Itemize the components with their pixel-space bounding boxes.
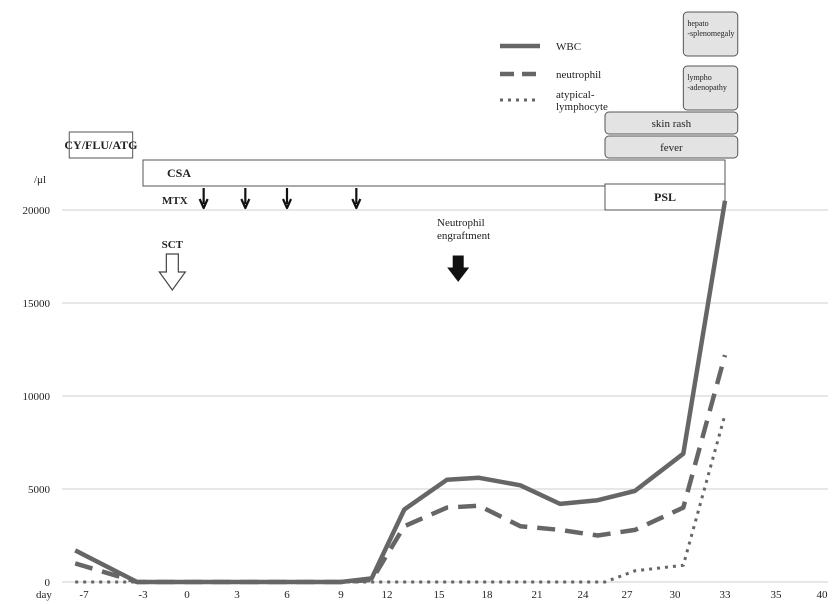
x-tick-label: 18 <box>482 589 494 601</box>
symptom-box <box>604 135 739 159</box>
x-tick-label: -7 <box>79 589 89 601</box>
x-tick-label: 15 <box>434 589 446 601</box>
x-tick-label: 0 <box>184 589 190 601</box>
engraftment-label: Neutrophil <box>437 217 485 229</box>
sct-arrow <box>158 253 187 292</box>
x-tick-label: 30 <box>670 589 682 601</box>
symptom-box <box>682 65 739 111</box>
y-tick-label: 20000 <box>23 205 51 217</box>
regimen-box <box>68 131 134 159</box>
legend: WBC neutrophil atypical-lymphocyte <box>500 41 608 113</box>
y-tick-label: 0 <box>45 577 51 589</box>
sct-label: SCT <box>162 239 184 251</box>
x-tick-label: 27 <box>622 589 634 601</box>
mtx-arrow <box>198 188 209 210</box>
symptom-label: fever <box>660 142 683 154</box>
symptom-label: lympho <box>687 73 711 82</box>
series-line-dotted <box>75 414 727 584</box>
x-tick-label: 35 <box>771 589 783 601</box>
symptom-label: -adenopathy <box>687 83 727 92</box>
x-tick-label: 6 <box>284 589 290 601</box>
y-axis-ticks: 0 5000 10000 15000 20000 <box>23 205 51 589</box>
legend-label: atypical- <box>556 89 595 101</box>
mtx-arrow <box>240 188 251 210</box>
legend-label: WBC <box>556 41 581 53</box>
x-tick-label: 9 <box>338 589 344 601</box>
regimen-label: CSA <box>167 166 191 180</box>
symptom-label: hepato <box>687 19 708 28</box>
x-tick-label: 12 <box>382 589 393 601</box>
y-tick-label: 5000 <box>28 484 51 496</box>
legend-label: neutrophil <box>556 69 601 81</box>
mtx-arrow <box>281 188 293 210</box>
series-lines <box>74 200 728 585</box>
x-tick-label: 24 <box>578 589 590 601</box>
regimen-label: PSL <box>654 190 676 204</box>
y-tick-label: 10000 <box>23 391 51 403</box>
symptom-box <box>682 11 739 57</box>
x-axis-ticks: -7 -3 0 3 6 9 12 15 18 21 24 27 30 33 35 40 <box>79 589 828 601</box>
engraftment-arrow <box>447 255 470 282</box>
x-tick-label: 3 <box>234 589 240 601</box>
mtx-label: MTX <box>162 195 188 207</box>
x-axis-label: day <box>36 589 52 601</box>
regimen-box <box>142 159 726 187</box>
regimen-box <box>604 183 726 211</box>
timeline-boxes: CY/FLU/ATG CSA PSL hepato-splenomegaly lymph… <box>64 11 739 211</box>
symptom-label: -splenomegaly <box>687 29 734 38</box>
series-line-dashed <box>74 354 728 585</box>
x-tick-label: 21 <box>532 589 543 601</box>
y-tick-label: 15000 <box>23 298 51 310</box>
regimen-label: CY/FLU/ATG <box>64 138 137 152</box>
x-tick-label: 40 <box>817 589 829 601</box>
y-axis-unit: /μl <box>34 174 46 186</box>
symptom-label: skin rash <box>652 118 692 130</box>
symptom-box <box>604 111 739 135</box>
x-tick-label: 33 <box>720 589 732 601</box>
mtx-arrow <box>351 188 362 210</box>
grid <box>62 209 828 583</box>
legend-label: lymphocyte <box>556 101 608 113</box>
x-tick-label: -3 <box>138 589 148 601</box>
engraftment-label: engraftment <box>437 230 490 242</box>
